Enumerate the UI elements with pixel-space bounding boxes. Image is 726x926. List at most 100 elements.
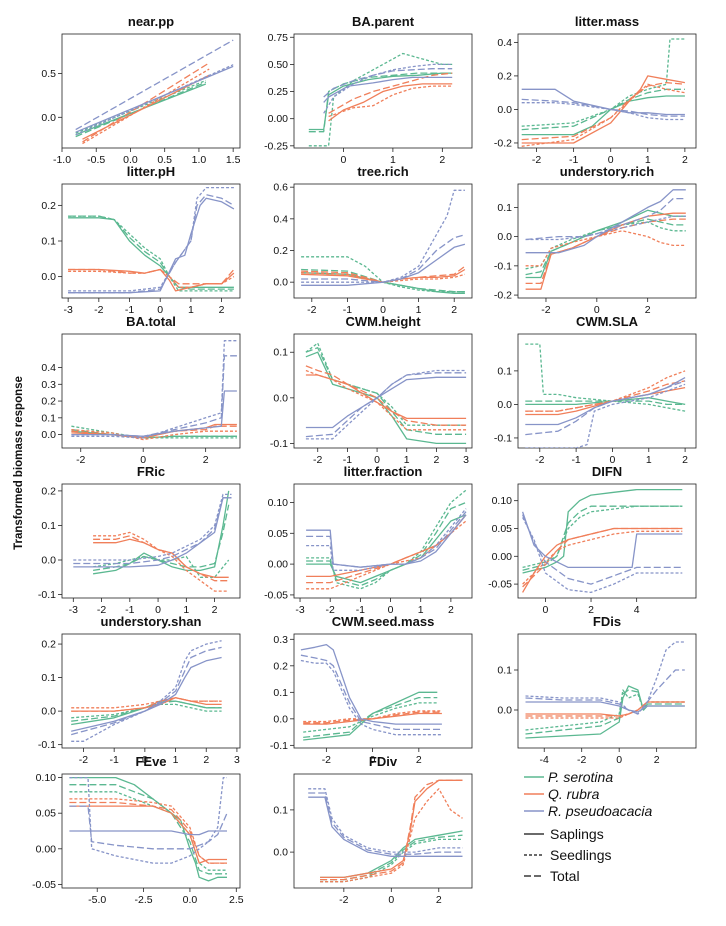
x-tick-label: -1: [571, 454, 580, 466]
x-tick-label: 1: [390, 154, 396, 166]
y-tick-label: 0.1: [497, 665, 512, 677]
panel-title: FDiv: [369, 754, 398, 769]
x-tick-label: -3: [69, 604, 78, 616]
series-line-r-pseudoacacia-total: [301, 234, 466, 283]
series-group: [521, 488, 683, 594]
series-group: [521, 38, 686, 147]
x-tick-label: -3: [63, 304, 72, 316]
x-tick-label: 2: [219, 304, 225, 316]
series-line-p-serotina-total: [525, 689, 685, 735]
x-tick-label: -2: [94, 304, 103, 316]
x-tick-label: 1: [416, 304, 422, 316]
series-line-p-serotina-saplings: [305, 351, 467, 445]
y-tick-label: 0.0: [273, 277, 288, 289]
x-tick-label: 0: [380, 304, 386, 316]
x-tick-label: 2: [439, 154, 445, 166]
series-line-q-rubra-saplings: [303, 712, 442, 725]
series-group: [525, 189, 686, 290]
panel-fdiv: FDiv -2 0 2 0.0 0.1: [273, 754, 473, 906]
x-tick-label: 2: [448, 604, 454, 616]
series-line-q-rubra-total: [93, 535, 229, 582]
y-tick-label: 0.1: [41, 236, 56, 248]
series-line-r-pseudoacacia-total: [525, 197, 686, 241]
y-tick-label: 0.1: [41, 520, 56, 532]
panel-title: CWM.height: [345, 314, 421, 329]
x-tick-label: -2: [577, 754, 586, 766]
series-line-p-serotina-seedlings: [525, 221, 686, 270]
plot-frame: [61, 333, 241, 449]
series-line-p-serotina-total: [522, 505, 683, 571]
y-tick-label: -0.2: [494, 290, 512, 302]
panel-title: FEve: [135, 754, 166, 769]
x-tick-label: 0: [594, 304, 600, 316]
x-tick-label: 2: [212, 604, 218, 616]
y-tick-label: 0.00: [268, 559, 289, 571]
series-line-p-serotina-total: [303, 696, 438, 739]
y-tick-label: -0.2: [494, 137, 512, 149]
y-tick-label: 0.50: [268, 59, 289, 71]
series-line-p-serotina-total: [306, 501, 467, 587]
series-line-r-pseudoacacia-total: [525, 669, 685, 715]
y-tick-label: -0.1: [38, 589, 56, 601]
panel-ba-total: BA.total -2 0 2 0.0 0.1 0.2 0.3 0.4: [41, 314, 241, 466]
y-tick-label: 0.0: [273, 847, 288, 859]
series-line-p-serotina-total: [305, 347, 467, 435]
panel-near-pp: near.pp -1.0 -0.5 0.0 0.5 1.0 1.5 0.0 0.5: [41, 14, 240, 166]
x-tick-label: -2.5: [135, 894, 153, 906]
y-tick-label: 0.0: [41, 706, 56, 718]
y-tick-label: 0.0: [273, 713, 288, 725]
series-line-q-rubra-seedlings: [82, 68, 210, 145]
series-line-p-serotina-saplings: [522, 488, 683, 574]
legend-label-seedlings: Seedlings: [550, 847, 612, 863]
series-line-q-rubra-seedlings: [525, 230, 686, 267]
series-group: [525, 343, 686, 448]
plot-frame: [517, 483, 697, 599]
series-line-q-rubra-total: [320, 779, 463, 881]
y-tick-label: 0.10: [36, 772, 57, 784]
series-line-r-pseudoacacia-total: [308, 792, 463, 855]
series-line-q-rubra-seedlings: [71, 428, 237, 441]
series-line-p-serotina-seedlings: [303, 702, 438, 733]
x-tick-label: -2: [76, 454, 85, 466]
panel-title: litter.fraction: [344, 464, 423, 479]
x-tick-label: 2: [654, 754, 660, 766]
x-tick-label: -1: [343, 304, 352, 316]
x-tick-label: -2: [322, 754, 331, 766]
series-line-p-serotina-saplings: [303, 691, 438, 741]
x-tick-label: 0: [608, 154, 614, 166]
series-line-p-serotina-seedlings: [69, 791, 227, 871]
y-axis-label: Transformed biomass response: [13, 376, 25, 550]
x-tick-label: -1: [356, 604, 365, 616]
series-line-r-pseudoacacia-seedlings: [75, 64, 234, 136]
y-tick-label: 0.2: [41, 396, 56, 408]
plot-frame: [293, 773, 473, 889]
x-tick-label: -2: [313, 454, 322, 466]
series-line-q-rubra-seedlings: [305, 369, 467, 431]
panel-cwm-seed-mass: CWM.seed.mass -2 0 2 -0.1 0.0 0.1 0.2 0.3: [270, 614, 473, 766]
x-tick-label: 0: [374, 454, 380, 466]
series-line-q-rubra-saplings: [328, 83, 453, 122]
y-tick-label: 0.4: [497, 37, 512, 49]
panel-title: near.pp: [128, 14, 174, 29]
series-line-p-serotina-total: [525, 400, 686, 406]
series-line-q-rubra-total: [69, 801, 227, 864]
y-tick-label: -0.1: [38, 739, 56, 751]
series-line-p-serotina-seedlings: [71, 425, 237, 439]
x-tick-label: 1.5: [226, 154, 241, 166]
series-line-q-rubra-seedlings: [525, 370, 686, 412]
x-tick-label: -1.0: [53, 154, 71, 166]
y-tick-label: 0.4: [273, 213, 288, 225]
series-line-p-serotina-total: [69, 784, 227, 875]
series-group: [71, 640, 222, 742]
x-tick-label: -2: [535, 454, 544, 466]
series-line-p-serotina-total: [525, 218, 686, 276]
x-tick-label: 1: [188, 304, 194, 316]
x-tick-label: -3: [295, 604, 304, 616]
y-tick-label: -0.1: [494, 432, 512, 444]
series-line-p-serotina-saplings: [525, 685, 685, 739]
series-group: [300, 643, 442, 741]
series-line-r-pseudoacacia-total: [300, 654, 442, 731]
series-line-p-serotina-total: [68, 215, 234, 290]
y-tick-label: 0.00: [36, 843, 57, 855]
y-tick-label: 0.00: [268, 113, 289, 125]
